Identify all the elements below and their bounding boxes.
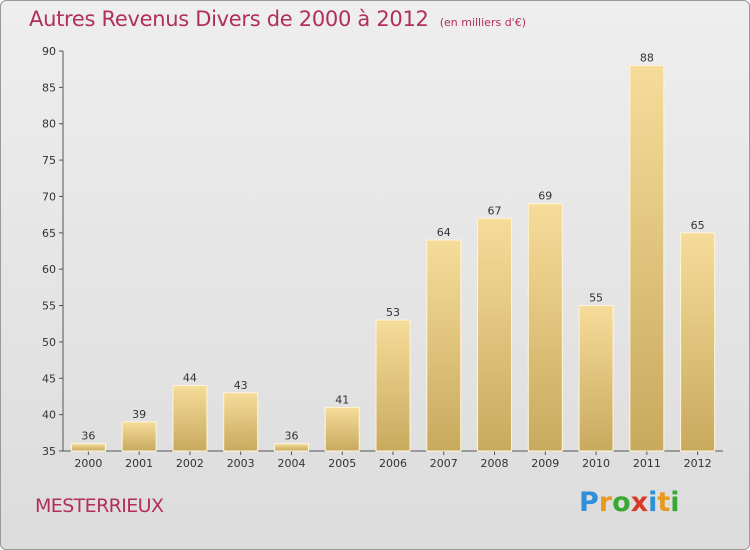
y-tick-label: 85: [42, 81, 56, 94]
logo-letter: i: [670, 487, 680, 518]
commune-name: MESTERRIEUX: [35, 495, 164, 517]
bar: [680, 232, 716, 452]
y-axis: 35 40 45 50 55 60 65 70 75 80 85 90: [42, 45, 64, 458]
bar: [223, 392, 259, 452]
logo-letter: o: [612, 487, 631, 518]
y-tick-label: 45: [42, 372, 56, 385]
y-tick-label: 55: [42, 300, 56, 313]
bars: 36 39 44 43 36 41 53 64 67 69 55 88 65: [70, 52, 716, 452]
bar-value-label: 53: [386, 306, 400, 319]
bar-value-label: 36: [81, 430, 95, 443]
bar: [578, 305, 614, 452]
logo-letter: x: [630, 487, 649, 518]
x-tick-label: 2003: [227, 457, 255, 470]
bar: [375, 319, 411, 452]
bar: [629, 65, 665, 452]
bar-value-label: 69: [538, 190, 552, 203]
x-tick-label: 2010: [582, 457, 610, 470]
x-tick-label: 2007: [430, 457, 458, 470]
bar: [477, 217, 513, 452]
bar-value-label: 44: [183, 372, 197, 385]
y-tick-label: 65: [42, 227, 56, 240]
chart-title: Autres Revenus Divers de 2000 à 2012: [29, 7, 429, 31]
x-tick-label: 2011: [633, 457, 661, 470]
bar: [273, 443, 309, 452]
x-tick-label: 2005: [328, 457, 356, 470]
bar: [121, 421, 157, 452]
chart-header: Autres Revenus Divers de 2000 à 2012 (en…: [29, 7, 526, 31]
logo-letter: r: [598, 487, 613, 518]
x-tick-label: 2008: [481, 457, 509, 470]
x-tick-label: 2001: [125, 457, 153, 470]
bar: [324, 406, 360, 452]
x-tick-label: 2012: [684, 457, 712, 470]
x-tick-label: 2002: [176, 457, 204, 470]
x-tick-label: 2000: [74, 457, 102, 470]
bar: [172, 385, 208, 452]
y-tick-label: 90: [42, 45, 56, 58]
x-tick-label: 2004: [277, 457, 305, 470]
y-tick-label: 50: [42, 336, 56, 349]
bar-value-label: 43: [234, 379, 248, 392]
y-tick-label: 40: [42, 409, 56, 422]
bar: [426, 239, 462, 452]
bar-value-label: 36: [284, 430, 298, 443]
bar: [527, 203, 563, 452]
logo-letter: i: [648, 487, 658, 518]
y-tick-label: 75: [42, 154, 56, 167]
bar-value-label: 39: [132, 408, 146, 421]
proxiti-logo: Proxiti: [579, 487, 680, 518]
bar-value-label: 55: [589, 292, 603, 305]
bar-value-label: 88: [640, 52, 654, 65]
y-tick-label: 70: [42, 190, 56, 203]
y-tick-label: 80: [42, 118, 56, 131]
logo-letter: P: [579, 487, 599, 518]
x-tick-label: 2009: [531, 457, 559, 470]
y-tick-label: 35: [42, 445, 56, 458]
logo-letter: t: [657, 487, 671, 518]
bar-value-label: 65: [691, 219, 705, 232]
chart-subtitle: (en milliers d'€): [439, 16, 526, 29]
bar-value-label: 67: [488, 204, 502, 217]
bar-value-label: 41: [335, 393, 349, 406]
bar-value-label: 64: [437, 226, 451, 239]
x-tick-label: 2006: [379, 457, 407, 470]
x-axis: 2000 2001 2002 2003 2004 2005 2006 2007 2008 2009…: [63, 450, 723, 470]
bar: [70, 443, 106, 452]
y-tick-label: 60: [42, 263, 56, 276]
